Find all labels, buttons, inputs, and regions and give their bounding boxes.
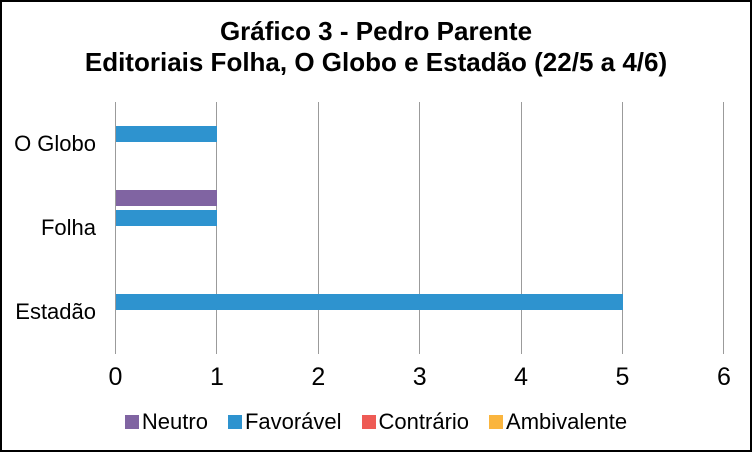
- gridline-x2: [317, 102, 319, 354]
- gridline-x6: [723, 102, 725, 354]
- legend-item: Ambivalente: [489, 409, 627, 435]
- gridline-x0: [115, 102, 116, 354]
- chart-subtitle: Editoriais Folha, O Globo e Estadão (22/…: [84, 47, 668, 77]
- x-tick-label: 6: [716, 363, 731, 391]
- legend-swatch-icon: [489, 415, 504, 429]
- y-category-label: Folha: [40, 215, 96, 240]
- bar-favoravel-2: [115, 294, 623, 310]
- legend: Neutro Favorável Contrário Ambivalente: [2, 409, 750, 435]
- chart-title-block: Gráfico 3 - Pedro Parente Editoriais Fol…: [2, 16, 750, 78]
- x-tick-label: 4: [514, 363, 529, 391]
- y-category-label: O Globo: [14, 131, 96, 156]
- legend-label: Ambivalente: [506, 409, 628, 434]
- x-tick-label: 3: [412, 363, 427, 391]
- legend-label: Neutro: [141, 409, 208, 434]
- gridline-x3: [419, 102, 421, 354]
- x-tick-label: 5: [615, 363, 630, 391]
- legend-label: Favorável: [244, 409, 342, 434]
- legend-swatch-icon: [124, 415, 139, 429]
- bar-neutro-1: [115, 190, 217, 206]
- gridline-x5: [622, 102, 623, 354]
- x-tick-label: 0: [108, 363, 123, 391]
- bar-favoravel-0: [115, 126, 217, 142]
- gridline-x4: [520, 102, 522, 354]
- legend-item: Neutro: [124, 409, 208, 435]
- legend-item: Contrário: [361, 409, 470, 435]
- y-category-label: Estadão: [15, 299, 96, 324]
- legend-swatch-icon: [361, 415, 376, 429]
- gridline-x1: [216, 102, 218, 354]
- chart-title: Gráfico 3 - Pedro Parente: [219, 16, 533, 46]
- x-tick-label: 1: [209, 363, 224, 391]
- legend-label: Contrário: [378, 409, 470, 434]
- bar-favoravel-1: [115, 210, 217, 226]
- legend-swatch-icon: [227, 415, 242, 429]
- legend-item: Favorável: [227, 409, 342, 435]
- x-tick-label: 2: [311, 363, 326, 391]
